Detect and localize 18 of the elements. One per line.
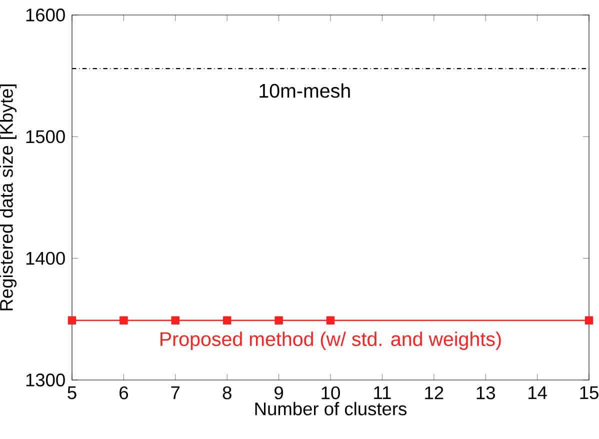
y-tick-label: 1600 (26, 8, 65, 22)
y-tick-label: 1400 (26, 252, 65, 265)
x-tick-label: 10 (322, 386, 340, 400)
x-tick-label: 14 (528, 386, 547, 399)
x-tick-label: 7 (171, 386, 180, 399)
x-tick-label: 12 (425, 386, 444, 400)
y-tick-label: 1300 (26, 374, 65, 386)
x-tick-label: 8 (222, 386, 232, 400)
series-label: Proposed method (w/ std. and weights) (160, 332, 501, 350)
ref-line-label: 10m-mesh (260, 83, 350, 98)
x-tick-label: 13 (476, 386, 495, 400)
x-tick-label: 9 (274, 386, 284, 400)
y-tick-label: 1500 (26, 130, 65, 144)
x-tick-label: 5 (68, 386, 76, 400)
x-tick-label: 15 (580, 386, 598, 400)
x-axis-title: Number of clusters (255, 402, 407, 416)
x-tick-label: 11 (374, 386, 391, 399)
x-tick-label: 6 (120, 386, 128, 400)
